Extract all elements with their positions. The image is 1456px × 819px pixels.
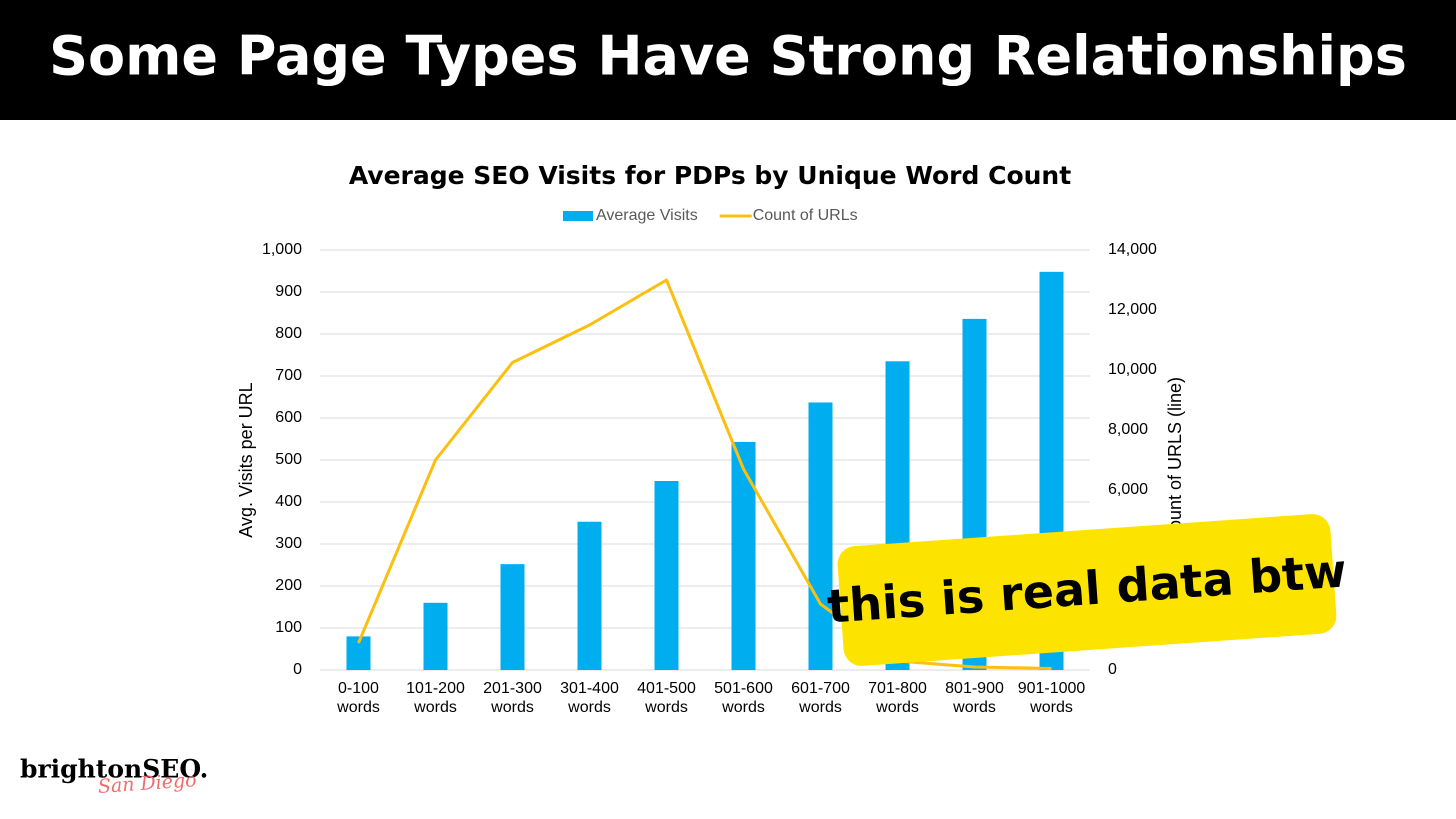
x-tick-label: 601-700 words xyxy=(791,680,850,716)
x-tick-label: 101-200 words xyxy=(406,680,465,716)
bar xyxy=(423,602,448,670)
legend: Average Visits Count of URLs xyxy=(563,207,858,224)
sticker-bg xyxy=(837,514,1337,666)
bar xyxy=(808,402,833,670)
legend-label: Average Visits xyxy=(596,207,698,224)
x-tick-label: 401-500 words xyxy=(637,680,696,716)
y-tick-label: 1,000 xyxy=(262,241,302,258)
chart-title: Average SEO Visits for PDPs by Unique Wo… xyxy=(349,161,1071,190)
y-tick-label: 700 xyxy=(275,367,302,384)
bar xyxy=(577,521,602,670)
x-tick-label: 901-1000 words xyxy=(1017,680,1086,716)
slide-title: Some Page Types Have Strong Relationship… xyxy=(49,25,1407,88)
y-tick-label: 100 xyxy=(275,619,302,636)
y2-tick-label: 12,000 xyxy=(1108,301,1157,318)
y-tick-label: 500 xyxy=(275,451,302,468)
line xyxy=(357,278,1052,670)
y-tick-label: 0 xyxy=(293,661,302,678)
y2-axis-title: Count of URLS (line) xyxy=(1165,377,1185,543)
bar xyxy=(654,481,679,670)
bar xyxy=(500,564,525,670)
legend-swatch xyxy=(563,211,593,221)
bar xyxy=(731,441,756,670)
y-tick-label: 900 xyxy=(275,283,302,300)
y2-tick-label: 14,000 xyxy=(1108,241,1157,258)
y2-tick-label: 6,000 xyxy=(1108,481,1148,498)
y2-tick-label: 8,000 xyxy=(1108,421,1148,438)
x-tick-label: 801-900 words xyxy=(945,680,1004,716)
y2-tick-label: 10,000 xyxy=(1108,361,1157,378)
y-tick-label: 800 xyxy=(275,325,302,342)
legend-label: Count of URLs xyxy=(753,207,858,224)
y-tick-label: 200 xyxy=(275,577,302,594)
x-tick-label: 301-400 words xyxy=(560,680,619,716)
sticker: this is real data btw xyxy=(826,514,1348,666)
x-tick-label: 501-600 words xyxy=(714,680,773,716)
y-axis-title: Avg. Visits per URL xyxy=(236,382,256,537)
y-tick-label: 300 xyxy=(275,535,302,552)
header-bar xyxy=(0,0,1456,120)
y-tick-label: 400 xyxy=(275,493,302,510)
y-tick-label: 600 xyxy=(275,409,302,426)
y2-tick-label: 0 xyxy=(1108,661,1117,678)
x-tick-label: 701-800 words xyxy=(868,680,927,716)
logo-brand: brightonSEO. xyxy=(20,755,208,784)
grid: 01002003004005006007008009001,00002,0004… xyxy=(262,241,1157,678)
x-tick-label: 201-300 words xyxy=(483,680,542,716)
x-tick-label: 0-100 words xyxy=(337,680,380,716)
